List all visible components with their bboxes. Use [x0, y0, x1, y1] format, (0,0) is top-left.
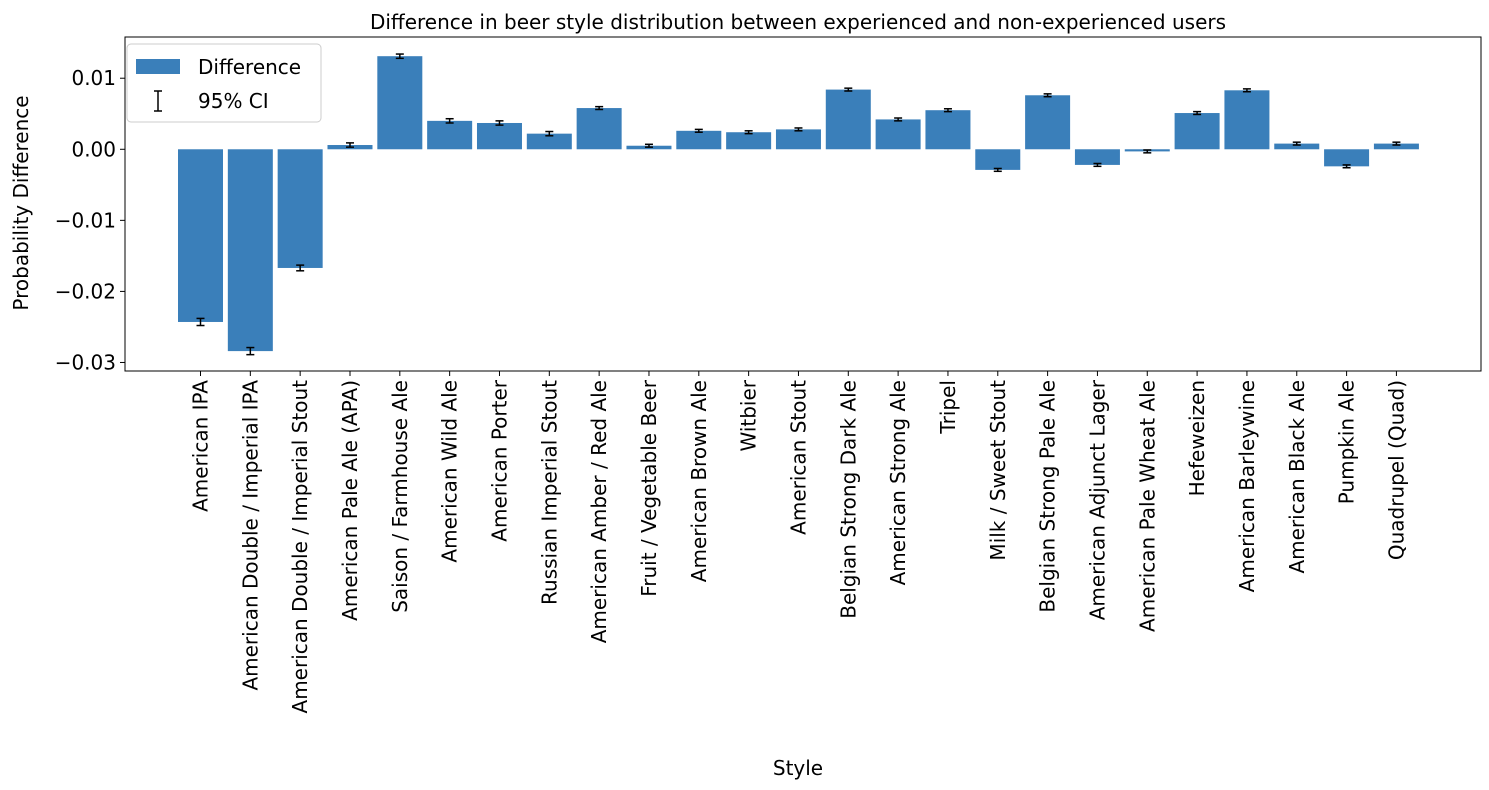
bar: [178, 149, 223, 322]
bar: [1025, 95, 1071, 150]
error-bar: [993, 167, 1002, 173]
y-axis: 0.01 0.00 −0.01 −0.02 −0.03: [55, 66, 125, 374]
error-bar: [1242, 88, 1251, 93]
error-bar: [1342, 164, 1351, 169]
bar: [875, 119, 921, 150]
y-axis-label: Probability Difference: [9, 95, 33, 310]
error-bar: [644, 143, 653, 148]
x-tick-label: American Stout: [786, 380, 810, 535]
x-tick-label: American Porter: [487, 379, 511, 541]
x-tick-label: American Amber / Red Ale: [587, 380, 611, 643]
x-tick-label: American Double / Imperial Stout: [288, 380, 312, 714]
x-axis-label: Style: [773, 756, 823, 780]
bar: [427, 120, 473, 150]
legend: Difference 95% CI: [126, 43, 322, 123]
x-tick-label: American Brown Ale: [687, 380, 711, 582]
x-tick-label: American Strong Ale: [886, 380, 910, 585]
x-tick-label: Belgian Strong Pale Ale: [1036, 380, 1060, 613]
x-tick-label: American Adjunct Lager: [1085, 379, 1109, 620]
x-tick-label: American Black Ale: [1285, 380, 1309, 574]
bar: [576, 108, 622, 150]
bars: [178, 56, 1419, 352]
bar: [825, 89, 871, 150]
legend-label-ci: 95% CI: [198, 89, 269, 113]
x-tick-label: Russian Imperial Stout: [537, 380, 561, 605]
bar: [1174, 113, 1220, 150]
bar: [1373, 143, 1419, 150]
error-bar: [1292, 141, 1301, 146]
x-tick-label: Hefeweizen: [1185, 380, 1209, 496]
y-tick-label: −0.03: [55, 350, 116, 374]
x-tick-label: American Wild Ale: [438, 380, 462, 563]
bar: [526, 133, 572, 150]
x-tick-label: Saison / Farmhouse Ale: [388, 380, 412, 613]
x-tick-label: Fruit / Vegetable Beer: [637, 379, 661, 597]
bar: [726, 132, 772, 150]
error-bar: [1143, 149, 1152, 154]
error-bar: [694, 128, 703, 133]
bar: [227, 149, 273, 352]
error-bar: [296, 264, 305, 272]
legend-swatch-difference: [136, 59, 180, 74]
bar: [476, 122, 522, 150]
x-tick-label: Belgian Strong Dark Ale: [836, 380, 860, 619]
error-bar: [1093, 162, 1102, 168]
legend-label-difference: Difference: [198, 55, 301, 79]
bar: [277, 149, 323, 268]
error-bar: [395, 53, 404, 60]
error-bar: [246, 346, 255, 356]
error-bar: [1392, 141, 1401, 146]
error-bar: [345, 142, 354, 148]
y-tick-label: −0.01: [55, 208, 116, 232]
x-tick-label: American Pale Ale (APA): [338, 380, 362, 621]
error-bar: [595, 105, 604, 111]
x-axis: American IPA American Double / Imperial I…: [189, 371, 1408, 714]
y-tick-label: −0.02: [55, 279, 116, 303]
x-tick-label: American Barleywine: [1235, 380, 1259, 592]
x-tick-label: Quadrupel (Quad): [1384, 380, 1408, 560]
error-bar: [943, 108, 952, 113]
x-tick-label: American IPA: [189, 380, 213, 512]
bar: [975, 149, 1021, 170]
error-bar: [844, 87, 853, 92]
bar: [1274, 143, 1320, 150]
bar: [377, 56, 423, 150]
y-tick-label: 0.01: [71, 66, 116, 90]
bar: [925, 110, 971, 150]
x-tick-label: American Double / Imperial IPA: [238, 380, 262, 691]
error-bar: [196, 317, 205, 327]
x-tick-label: Milk / Sweet Stout: [986, 380, 1010, 561]
x-tick-label: Tripel: [936, 380, 960, 435]
error-bar: [445, 117, 454, 124]
bar: [775, 129, 821, 150]
error-bar: [744, 130, 753, 135]
y-tick-label: 0.00: [71, 137, 116, 161]
error-bar: [794, 127, 803, 132]
x-tick-label: Witbier: [737, 379, 761, 451]
error-bar: [495, 120, 504, 126]
plot-frame: [124, 36, 1482, 372]
x-tick-label: Pumpkin Ale: [1335, 380, 1359, 504]
error-bar: [1193, 110, 1202, 116]
bar: [1074, 149, 1120, 165]
error-bar: [1043, 93, 1052, 98]
bar: [1324, 149, 1370, 167]
error-bars: [196, 53, 1401, 356]
error-bar: [894, 117, 903, 122]
error-bar: [545, 130, 554, 137]
bar: [676, 130, 722, 150]
x-tick-label: American Pale Wheat Ale: [1135, 380, 1159, 632]
bar: [1224, 90, 1270, 150]
chart-title: Difference in beer style distribution be…: [370, 10, 1226, 34]
legend-errorbar-icon: [154, 90, 162, 112]
